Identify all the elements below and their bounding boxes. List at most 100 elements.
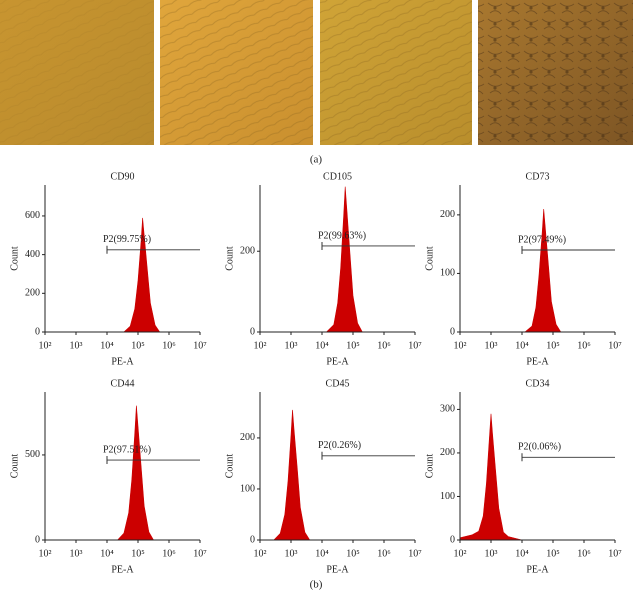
y-axis-label: Count xyxy=(424,454,435,479)
x-tick-label: 10² xyxy=(254,548,267,559)
histogram-area xyxy=(123,217,161,333)
histogram-chart: CD34 PE-A Count 10² 10³ 10⁴ 10⁵ 10⁶ 10⁷ 0 100 200 30… xyxy=(424,378,622,575)
x-tick-label: 10⁶ xyxy=(162,548,176,559)
y-axis-label: Count xyxy=(224,454,235,479)
gate-label: P2(99.63%) xyxy=(318,230,366,241)
axis-frame xyxy=(259,392,415,541)
x-tick-label: 10⁵ xyxy=(346,340,360,351)
y-axis-label: Count xyxy=(9,246,20,271)
y-tick-label: 200 xyxy=(240,246,255,257)
x-axis-label: PE-A xyxy=(526,356,549,367)
x-tick-label: 10⁷ xyxy=(408,548,422,559)
chart-title: CD45 xyxy=(326,378,350,389)
x-tick-label: 10⁴ xyxy=(100,548,114,559)
y-tick-label: 0 xyxy=(250,326,255,337)
y-tick-label: 0 xyxy=(450,326,455,337)
histogram-area xyxy=(325,186,363,333)
x-axis-label: PE-A xyxy=(326,356,349,367)
y-axis-label: Count xyxy=(224,246,235,271)
x-axis-label: PE-A xyxy=(326,564,349,575)
chart-title: CD44 xyxy=(111,378,135,389)
histogram-area xyxy=(273,409,311,541)
x-tick-label: 10² xyxy=(39,548,52,559)
y-tick-label: 100 xyxy=(240,483,255,494)
histogram-chart: CD105 PE-A Count 10² 10³ 10⁴ 10⁵ 10⁶ 10⁷ 0 200 P2(9… xyxy=(224,171,422,367)
axis-frame xyxy=(44,392,200,541)
chart-title: CD73 xyxy=(526,171,550,182)
y-axis-label: Count xyxy=(424,246,435,271)
y-tick-label: 300 xyxy=(440,404,455,415)
chart-title: CD34 xyxy=(526,378,550,389)
x-tick-label: 10³ xyxy=(485,548,498,559)
panel-label: (b) xyxy=(310,579,323,591)
x-tick-label: 10⁵ xyxy=(131,548,145,559)
x-tick-label: 10⁴ xyxy=(315,548,329,559)
x-tick-label: 10⁷ xyxy=(193,340,207,351)
y-tick-label: 600 xyxy=(25,210,40,221)
y-axis-label: Count xyxy=(9,454,20,479)
micrograph-texture xyxy=(0,0,154,145)
x-axis-label: PE-A xyxy=(526,564,549,575)
x-tick-label: 10² xyxy=(454,548,467,559)
x-tick-label: 10⁶ xyxy=(377,340,391,351)
micrograph-texture xyxy=(320,0,472,145)
gate-label: P2(0.06%) xyxy=(518,442,561,453)
histogram-chart: CD44 PE-A Count 10² 10³ 10⁴ 10⁵ 10⁶ 10⁷ 0 500 P2(97… xyxy=(9,378,207,575)
gate-label: P2(0.26%) xyxy=(318,440,361,451)
y-tick-label: 0 xyxy=(450,534,455,545)
x-tick-label: 10³ xyxy=(70,340,83,351)
x-tick-label: 10⁵ xyxy=(546,548,560,559)
gate-label: P2(97.51%) xyxy=(103,444,151,455)
histogram-chart: CD90 PE-A Count 10² 10³ 10⁴ 10⁵ 10⁶ 10⁷ 0 200 400 60… xyxy=(9,171,207,367)
x-tick-label: 10⁶ xyxy=(377,548,391,559)
y-tick-label: 200 xyxy=(440,447,455,458)
x-tick-label: 10⁶ xyxy=(162,340,176,351)
x-tick-label: 10⁷ xyxy=(608,340,622,351)
x-tick-label: 10⁶ xyxy=(577,340,591,351)
gate-label: P2(99.75%) xyxy=(103,234,151,245)
x-tick-label: 10⁶ xyxy=(577,548,591,559)
y-tick-label: 200 xyxy=(440,209,455,220)
chart-title: CD105 xyxy=(323,171,352,182)
x-tick-label: 10⁵ xyxy=(346,548,360,559)
x-tick-label: 10³ xyxy=(285,340,298,351)
x-tick-label: 10⁷ xyxy=(608,548,622,559)
y-tick-label: 0 xyxy=(250,534,255,545)
histogram-area xyxy=(524,208,562,333)
y-tick-label: 200 xyxy=(25,288,40,299)
histogram-area xyxy=(116,405,155,541)
axis-frame xyxy=(44,185,200,333)
x-tick-label: 10⁵ xyxy=(546,340,560,351)
y-tick-label: 100 xyxy=(440,268,455,279)
y-tick-label: 0 xyxy=(35,326,40,337)
x-tick-label: 10⁵ xyxy=(131,340,145,351)
x-tick-label: 10⁴ xyxy=(315,340,329,351)
x-tick-label: 10⁷ xyxy=(193,548,207,559)
x-tick-label: 10² xyxy=(454,340,467,351)
y-tick-label: 400 xyxy=(25,249,40,260)
y-tick-label: 100 xyxy=(440,491,455,502)
histogram-chart: CD73 PE-A Count 10² 10³ 10⁴ 10⁵ 10⁶ 10⁷ 0 100 200 P2… xyxy=(424,171,622,367)
x-axis-label: PE-A xyxy=(111,564,134,575)
x-tick-label: 10² xyxy=(39,340,52,351)
histogram-area xyxy=(459,413,523,541)
y-tick-label: 0 xyxy=(35,534,40,545)
micrographs xyxy=(0,0,633,145)
chart-title: CD90 xyxy=(111,171,135,182)
y-tick-label: 500 xyxy=(25,449,40,460)
micrograph-texture xyxy=(478,0,633,145)
histogram-chart: CD45 PE-A Count 10² 10³ 10⁴ 10⁵ 10⁶ 10⁷ 0 100 200 P2… xyxy=(224,378,422,575)
x-axis-label: PE-A xyxy=(111,356,134,367)
x-tick-label: 10³ xyxy=(485,340,498,351)
gate-label: P2(97.49%) xyxy=(518,234,566,245)
x-tick-label: 10² xyxy=(254,340,267,351)
x-tick-label: 10⁴ xyxy=(515,340,529,351)
panel-label: (a) xyxy=(310,154,323,166)
y-tick-label: 200 xyxy=(240,432,255,443)
x-tick-label: 10³ xyxy=(285,548,298,559)
x-tick-label: 10³ xyxy=(70,548,83,559)
x-tick-label: 10⁴ xyxy=(100,340,114,351)
x-tick-label: 10⁴ xyxy=(515,548,529,559)
micrograph-texture xyxy=(160,0,313,145)
